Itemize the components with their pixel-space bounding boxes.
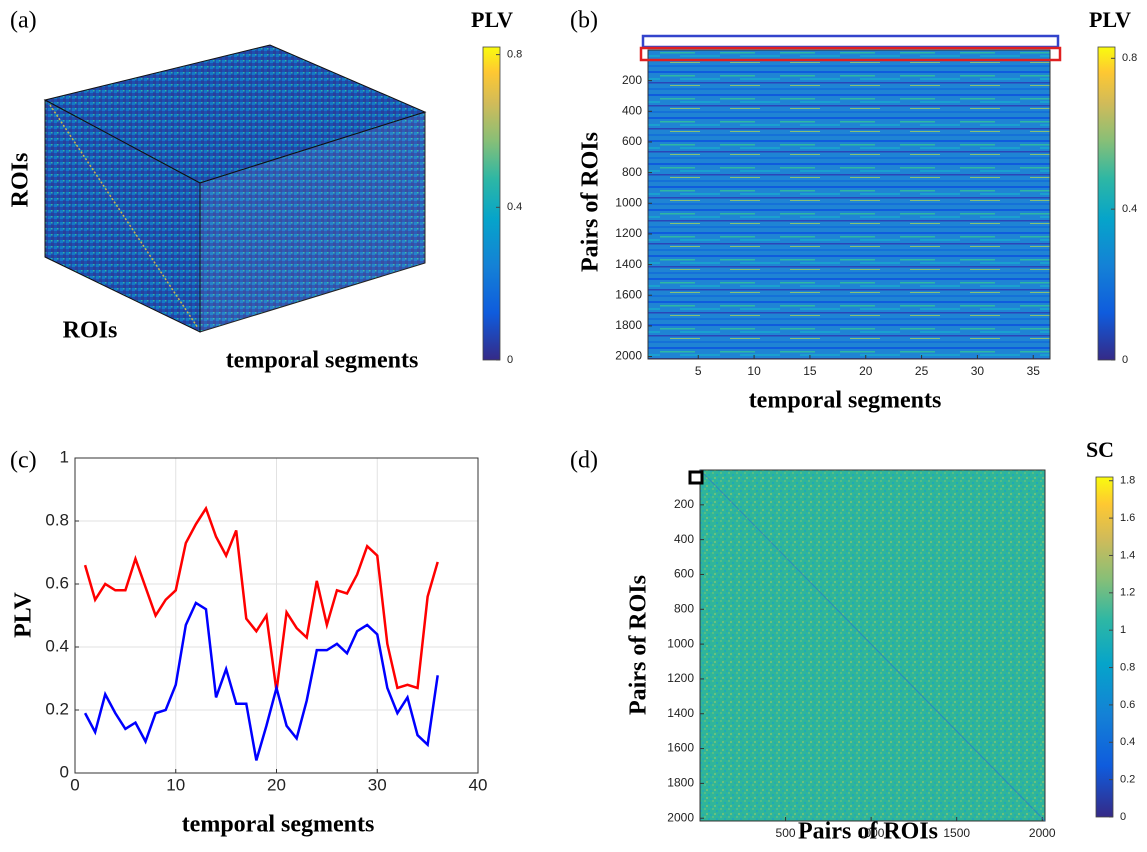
y-tick-label: 1000	[615, 195, 642, 209]
y-tick-label: 800	[622, 165, 642, 179]
y-tick-label: 1800	[615, 318, 642, 332]
y-tick-label: 0.2	[45, 699, 69, 718]
y-tick-label: 1400	[615, 257, 642, 271]
line-series	[83, 505, 439, 692]
heatmap-image	[648, 50, 1050, 359]
y-tick-label: 1200	[667, 671, 694, 685]
x-tick-label: 1000	[858, 826, 885, 840]
x-tick-label: 20	[267, 775, 286, 794]
y-tick-label: 1400	[667, 706, 694, 720]
y-tick-label: 2000	[667, 810, 694, 824]
z-axis-label: ROIs	[63, 318, 118, 344]
colorbar-title: PLV	[1089, 7, 1131, 32]
x-tick-label: 5	[695, 364, 702, 378]
x-tick-label: 40	[469, 775, 488, 794]
x-tick-label: 2000	[1029, 826, 1056, 840]
y-tick-label: 0.6	[45, 573, 69, 592]
plot-frame	[74, 457, 479, 774]
colorbar-tick-label: 0	[507, 354, 513, 366]
colorbar	[1097, 46, 1116, 361]
highlight-box	[688, 470, 704, 485]
colorbar-tick-label: 1.8	[1120, 475, 1135, 487]
x-tick-label: 15	[803, 364, 817, 378]
colorbar-tick-label: 0	[1122, 354, 1128, 366]
panel-label: (c)	[10, 448, 37, 474]
colorbar-tick-label: 0.8	[507, 49, 522, 61]
colorbar-tick-label: 0.4	[1122, 203, 1137, 215]
y-tick-label: 1200	[615, 226, 642, 240]
y-tick-label: 400	[622, 103, 642, 117]
x-tick-label: 25	[915, 364, 929, 378]
line-series	[83, 601, 439, 761]
y-tick-label: 400	[674, 532, 694, 546]
colorbar-tick-label: 0.8	[1120, 661, 1135, 673]
colorbar-tick-label: 0.4	[507, 201, 522, 213]
x-tick-label: 20	[859, 364, 873, 378]
y-tick-label: 200	[622, 73, 642, 87]
y-axis-label: Pairs of ROIs	[626, 575, 652, 715]
x-tick-label: 30	[971, 364, 985, 378]
x-axis-label: Pairs of ROIs	[798, 819, 938, 845]
panel-label: (a)	[10, 8, 37, 34]
x-tick-label: 10	[747, 364, 761, 378]
colorbar	[1095, 476, 1114, 818]
colorbar-tick-label: 0.4	[1120, 736, 1135, 748]
y-tick-label: 1600	[615, 287, 642, 301]
x-tick-label: 30	[368, 775, 387, 794]
y-axis-label: ROIs	[8, 153, 34, 208]
x-tick-label: 10	[166, 775, 185, 794]
panel-label: (b)	[570, 8, 598, 34]
panel-label: (d)	[570, 448, 598, 474]
y-tick-label: 600	[622, 134, 642, 148]
x-axis-label: temporal segments	[226, 348, 419, 374]
y-tick-label: 1	[60, 447, 69, 466]
x-axis-label: temporal segments	[749, 388, 942, 414]
colorbar-tick-label: 0	[1120, 811, 1126, 823]
plot-frame	[699, 469, 1046, 822]
x-axis-label: temporal segments	[182, 812, 375, 838]
x-tick-label: 35	[1027, 364, 1041, 378]
y-tick-label: 1000	[667, 636, 694, 650]
highlight-box	[641, 34, 1060, 49]
x-tick-label: 1500	[943, 826, 970, 840]
y-tick-label: 1800	[667, 776, 694, 790]
y-tick-label: 800	[674, 601, 694, 615]
y-tick-label: 200	[674, 497, 694, 511]
colorbar-tick-label: 1.6	[1120, 512, 1135, 524]
colorbar-tick-label: 0.8	[1122, 52, 1137, 64]
colorbar-tick-label: 1.2	[1120, 587, 1135, 599]
y-tick-label: 0.4	[45, 636, 69, 655]
panels: (a) ROIs ROIs temporal segments PLV 0 0.4 0.8 (b…	[8, 7, 1138, 844]
colorbar-tick-label: 0.2	[1120, 774, 1135, 786]
highlight-box	[639, 46, 1062, 62]
y-tick-label: 1600	[667, 741, 694, 755]
x-tick-label: 500	[776, 826, 796, 840]
y-tick-label: 0.8	[45, 510, 69, 529]
y-tick-label: 600	[674, 567, 694, 581]
colorbar	[482, 46, 501, 361]
diagonal	[699, 469, 1046, 822]
cube-right	[199, 111, 426, 333]
y-tick-label: 2000	[615, 349, 642, 363]
y-axis-label: Pairs of ROIs	[578, 132, 604, 272]
plot-frame	[647, 49, 1051, 360]
x-tick-label: 0	[70, 775, 79, 794]
colorbar-tick-label: 1.4	[1120, 549, 1135, 561]
y-tick-label: 0	[60, 762, 69, 781]
colorbar-tick-label: 0.6	[1120, 699, 1135, 711]
colorbar-title: PLV	[471, 7, 513, 32]
cube-diagonal	[49, 104, 199, 329]
colorbar-title: SC	[1086, 437, 1114, 462]
colorbar-tick-label: 1	[1120, 624, 1126, 636]
y-axis-label: PLV	[11, 591, 37, 637]
